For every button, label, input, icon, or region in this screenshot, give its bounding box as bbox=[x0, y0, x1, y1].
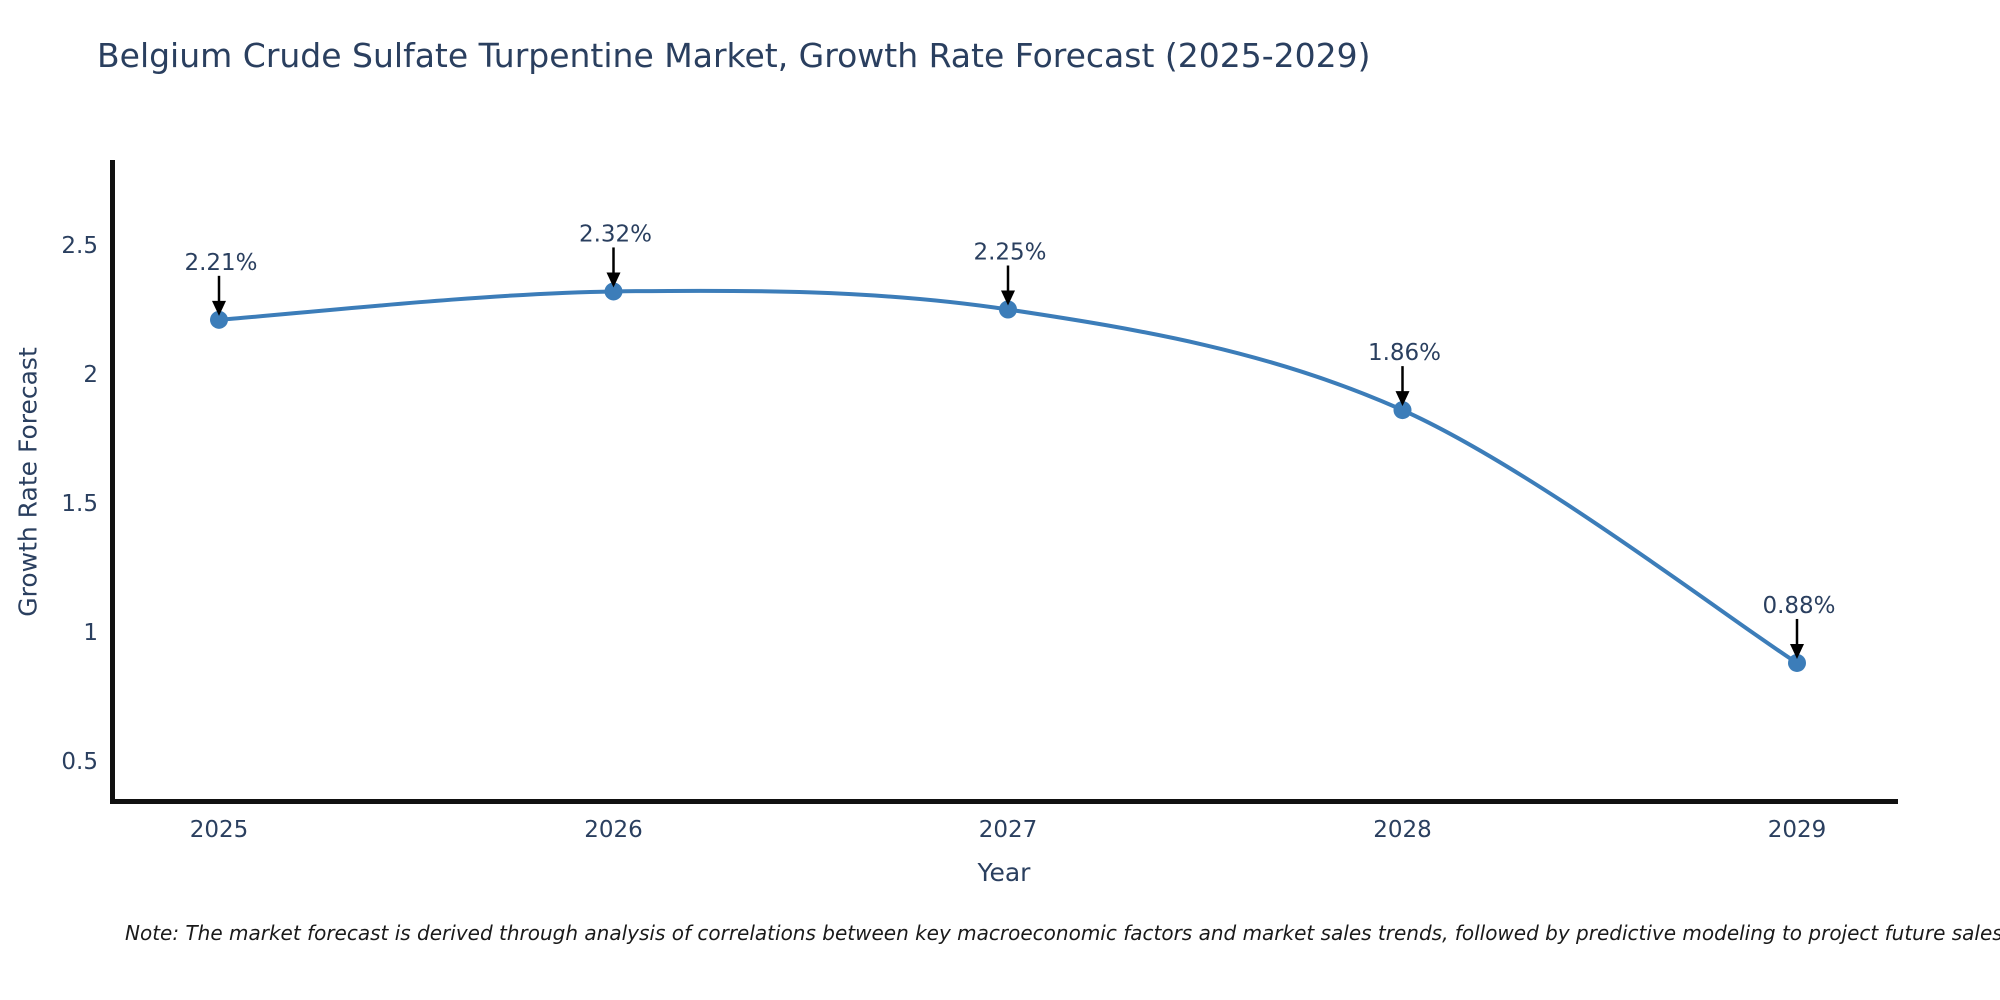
annotation-arrow-head bbox=[1001, 290, 1015, 306]
chart-title: Belgium Crude Sulfate Turpentine Market,… bbox=[97, 36, 1371, 75]
annotation-arrow-head bbox=[212, 300, 226, 316]
data-point-marker bbox=[1788, 653, 1806, 672]
y-tick-label: 2.5 bbox=[61, 233, 98, 259]
x-axis-title: Year bbox=[977, 858, 1031, 887]
y-tick-label: 1.5 bbox=[61, 491, 98, 517]
x-tick-label: 2028 bbox=[1373, 817, 1432, 843]
data-point-marker bbox=[604, 282, 623, 301]
x-tick-label: 2025 bbox=[190, 817, 249, 843]
point-value-label: 2.25% bbox=[973, 240, 1046, 266]
point-value-label: 0.88% bbox=[1762, 593, 1835, 619]
data-point-marker bbox=[210, 310, 228, 329]
y-tick-label: 2 bbox=[83, 362, 98, 388]
point-value-label: 1.86% bbox=[1368, 340, 1441, 366]
point-value-label: 2.32% bbox=[579, 221, 652, 247]
annotation-arrow-head bbox=[1395, 391, 1410, 407]
x-tick-label: 2027 bbox=[979, 817, 1038, 843]
annotation-arrow-head bbox=[606, 272, 621, 288]
y-axis-spine bbox=[110, 160, 115, 804]
x-tick-label: 2029 bbox=[1768, 817, 1827, 843]
footnote: Note: The market forecast is derived thr… bbox=[125, 921, 2000, 945]
x-axis-spine bbox=[110, 799, 1898, 804]
annotation-arrow-head bbox=[1790, 643, 1804, 659]
forecast-line bbox=[217, 288, 1799, 665]
data-point-marker bbox=[1393, 401, 1412, 420]
y-tick-label: 1 bbox=[83, 620, 98, 646]
y-tick-label: 0.5 bbox=[61, 749, 98, 775]
data-point-marker bbox=[999, 300, 1017, 319]
x-tick-label: 2026 bbox=[584, 817, 643, 843]
point-value-label: 2.21% bbox=[184, 250, 257, 276]
